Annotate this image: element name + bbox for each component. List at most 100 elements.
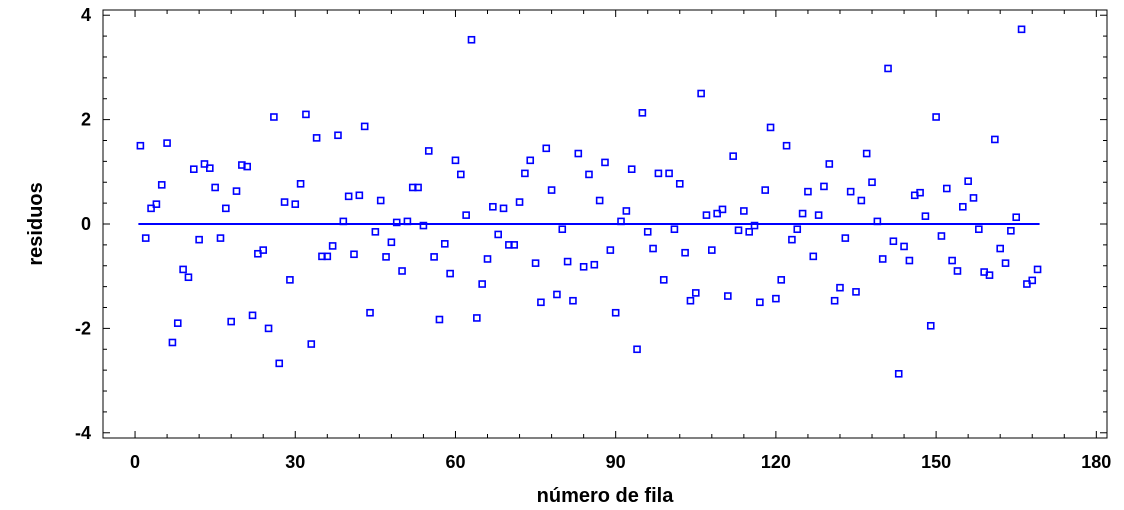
data-point xyxy=(296,180,305,188)
data-point xyxy=(264,324,273,333)
data-point xyxy=(302,110,310,119)
data-point xyxy=(649,244,657,253)
data-point xyxy=(622,207,631,215)
data-point xyxy=(681,248,689,257)
data-point xyxy=(344,192,353,201)
data-point xyxy=(601,158,609,167)
data-point xyxy=(627,165,636,173)
data-point xyxy=(371,228,380,236)
data-point xyxy=(659,276,668,284)
data-point xyxy=(542,144,551,153)
data-point xyxy=(179,265,187,274)
data-point xyxy=(734,226,743,235)
data-point xyxy=(702,211,711,219)
x-tick-label: 30 xyxy=(285,452,305,472)
data-point xyxy=(387,238,396,247)
data-point xyxy=(595,196,604,205)
data-point xyxy=(328,242,337,250)
data-point xyxy=(932,113,940,121)
data-point xyxy=(900,242,908,251)
data-point xyxy=(798,209,807,218)
y-tick-label: -4 xyxy=(75,423,91,443)
data-point xyxy=(745,228,753,236)
data-point xyxy=(948,256,956,265)
x-tick-label: 90 xyxy=(606,452,626,472)
data-point xyxy=(708,246,716,254)
data-point xyxy=(691,289,700,297)
data-point xyxy=(894,369,903,378)
data-point xyxy=(494,230,502,239)
data-point xyxy=(836,283,844,292)
data-point xyxy=(862,149,871,158)
data-point xyxy=(339,217,348,226)
y-tick-label: 0 xyxy=(81,214,91,234)
data-point xyxy=(873,217,882,226)
data-point xyxy=(782,141,791,150)
data-point xyxy=(937,232,946,240)
x-tick-label: 0 xyxy=(130,452,140,472)
data-point xyxy=(259,246,268,254)
data-point xyxy=(852,288,860,296)
data-point xyxy=(323,252,332,261)
data-point xyxy=(152,200,161,208)
data-point xyxy=(574,149,583,158)
data-point xyxy=(360,122,369,131)
data-point xyxy=(959,202,967,211)
data-point xyxy=(665,169,673,178)
data-point xyxy=(814,211,823,219)
data-point xyxy=(232,187,241,195)
x-axis-title: número de fila xyxy=(537,485,675,507)
data-point xyxy=(275,359,284,368)
data-point xyxy=(761,186,770,194)
data-point xyxy=(467,35,476,44)
data-point xyxy=(489,202,497,211)
data-point xyxy=(147,204,155,213)
x-tick-label: 60 xyxy=(445,452,465,472)
plot-area xyxy=(102,9,1108,439)
data-point xyxy=(435,315,444,324)
data-point xyxy=(206,164,214,172)
data-point xyxy=(286,276,294,284)
data-point xyxy=(478,280,486,288)
data-point xyxy=(521,169,529,178)
data-point xyxy=(766,123,775,132)
data-point xyxy=(569,296,577,305)
data-point xyxy=(1033,265,1042,274)
data-point xyxy=(921,212,930,220)
data-point xyxy=(579,262,588,271)
data-point xyxy=(670,225,679,234)
data-point xyxy=(643,228,652,236)
y-tick-label: 2 xyxy=(81,110,91,130)
data-point xyxy=(184,273,193,282)
data-point xyxy=(312,134,321,142)
data-point xyxy=(499,204,508,213)
data-point xyxy=(280,198,289,206)
data-point xyxy=(307,340,316,348)
data-point xyxy=(1017,25,1026,34)
data-point xyxy=(1028,276,1037,285)
data-point xyxy=(617,217,625,226)
data-point xyxy=(953,267,962,275)
y-axis-title: residuos xyxy=(25,182,47,265)
data-point xyxy=(457,170,465,179)
data-point xyxy=(446,269,454,278)
data-point xyxy=(248,311,257,320)
data-point xyxy=(382,253,390,261)
data-point xyxy=(243,162,251,171)
data-point xyxy=(1012,213,1021,222)
data-point xyxy=(141,234,150,242)
data-point xyxy=(392,218,401,227)
data-point xyxy=(173,319,182,327)
data-point xyxy=(157,181,166,189)
data-point xyxy=(830,296,839,305)
data-point xyxy=(809,252,818,261)
data-point xyxy=(926,321,935,330)
data-points xyxy=(136,25,1042,378)
data-point xyxy=(553,290,561,299)
data-point xyxy=(825,160,834,168)
data-point xyxy=(419,221,428,230)
data-point xyxy=(724,292,732,300)
data-point xyxy=(675,180,684,188)
data-point xyxy=(414,183,422,192)
